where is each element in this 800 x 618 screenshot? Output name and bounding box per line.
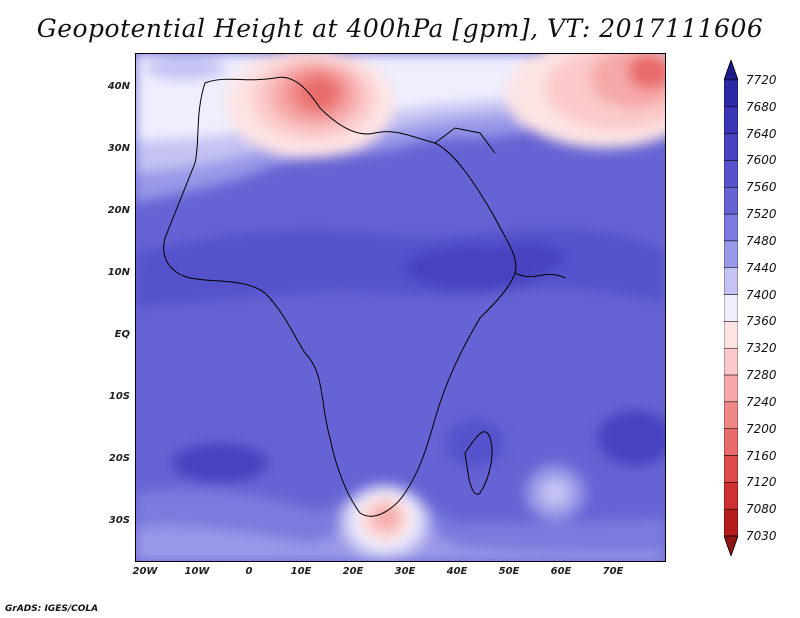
map-title: Geopotential Height at 400hPa [gpm], VT:… [36, 14, 764, 43]
colorbar [723, 58, 739, 560]
lon-label-20e: 20E [342, 566, 364, 577]
colorbar-label: 7400 [746, 287, 777, 302]
colorbar-bin [723, 428, 739, 456]
colorbar-bin [723, 482, 739, 510]
colorbar-bin [723, 455, 739, 483]
colorbar-label: 7600 [746, 153, 777, 168]
colorbar-label: 7520 [746, 207, 777, 222]
coastlines [163, 76, 566, 517]
colorbar-bin [723, 187, 739, 215]
map-panel [135, 53, 666, 562]
colorbar-label: 7320 [746, 341, 777, 356]
colorbar-max-triangle [723, 58, 739, 81]
lon-label-0: 0 [245, 566, 253, 577]
colorbar-label: 7030 [746, 529, 777, 543]
lon-label-10w: 10W [184, 566, 210, 577]
lat-label-10s: 10S [108, 391, 130, 402]
lat-label-30n: 30N [107, 143, 130, 154]
colorbar-bin [723, 321, 739, 349]
lat-label-eq: EQ [114, 329, 130, 340]
colorbar-label: 7120 [746, 475, 777, 490]
map-frame [135, 53, 666, 562]
lon-label-70e: 70E [602, 566, 624, 577]
colorbar-label: 7240 [746, 394, 777, 409]
colorbar-bin [723, 160, 739, 188]
colorbar-bin [723, 79, 739, 108]
colorbar-bin [723, 401, 739, 429]
lon-label-50e: 50E [498, 566, 520, 577]
colorbar-graphic [723, 58, 739, 558]
lon-label-60e: 60E [550, 566, 572, 577]
colorbar-min-triangle [723, 535, 739, 558]
colorbar-label: 7440 [746, 260, 777, 275]
grads-credit: GrADS: IGES/COLA [5, 604, 99, 614]
colorbar-bin [723, 133, 739, 161]
colorbar-bin [723, 213, 739, 242]
colorbar-bin [723, 347, 739, 376]
lat-label-40n: 40N [107, 81, 130, 92]
geopotential-field [135, 53, 666, 562]
colorbar-label: 7280 [746, 368, 777, 383]
colorbar-bin [723, 294, 739, 322]
colorbar-label: 7160 [746, 448, 777, 463]
colorbar-bin [723, 240, 739, 269]
lon-label-10e: 10E [290, 566, 312, 577]
colorbar-bin [723, 374, 739, 403]
colorbar-label: 7480 [746, 233, 777, 248]
lat-label-30s: 30S [108, 515, 130, 526]
colorbar-label: 7680 [746, 99, 777, 114]
colorbar-bin [723, 508, 739, 537]
lon-label-30e: 30E [394, 566, 416, 577]
lon-label-20w: 20W [132, 566, 158, 577]
colorbar-label: 7640 [746, 126, 777, 141]
colorbar-bin [723, 106, 739, 134]
colorbar-label: 7560 [746, 180, 777, 195]
colorbar-label: 7200 [746, 421, 777, 436]
lat-label-20s: 20S [108, 453, 130, 464]
height-contours [135, 53, 666, 562]
colorbar-label: 7720 [746, 73, 777, 87]
colorbar-label: 7080 [746, 502, 777, 517]
colorbar-bin [723, 267, 739, 295]
lat-label-10n: 10N [107, 267, 130, 278]
colorbar-label: 7360 [746, 314, 777, 329]
lat-label-20n: 20N [107, 205, 130, 216]
lon-label-40e: 40E [446, 566, 468, 577]
